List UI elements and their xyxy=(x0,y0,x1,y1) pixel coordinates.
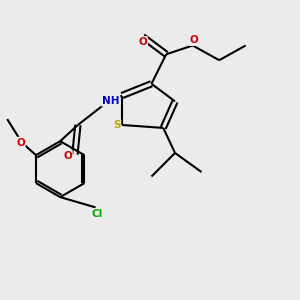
Text: Cl: Cl xyxy=(92,209,103,219)
Text: O: O xyxy=(190,35,199,45)
Text: O: O xyxy=(16,138,25,148)
Text: NH: NH xyxy=(102,96,120,106)
Text: O: O xyxy=(138,37,147,47)
Text: O: O xyxy=(63,151,72,161)
Text: S: S xyxy=(113,120,121,130)
